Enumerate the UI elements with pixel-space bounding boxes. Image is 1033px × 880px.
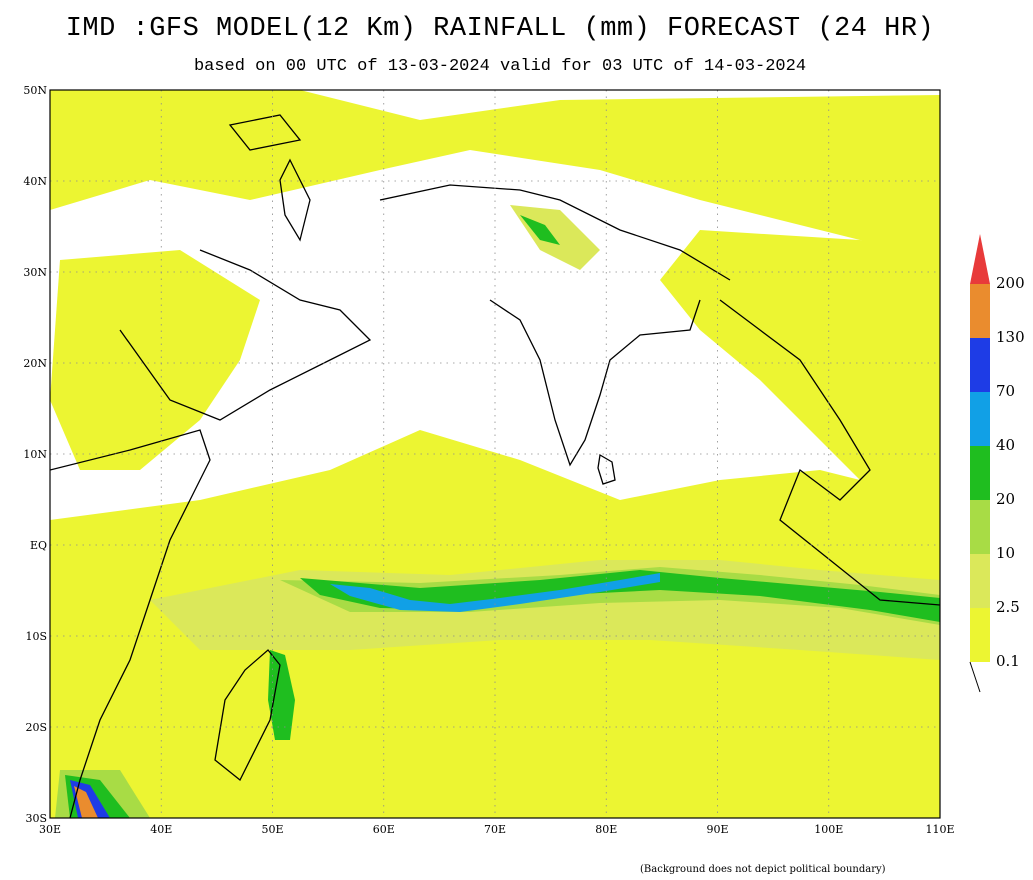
lon-tick-label: 100E	[814, 823, 843, 836]
lat-tick-label: 10S	[25, 630, 47, 643]
coast-north-border	[379, 184, 731, 281]
legend-label: 2.5	[996, 598, 1020, 616]
lon-tick-label: 80E	[595, 823, 617, 836]
legend-swatch	[970, 446, 990, 500]
rain-himalaya-20	[520, 215, 560, 245]
lon-tick-label: 60E	[373, 823, 395, 836]
lon-axis: 30E 40E 50E 60E 70E 80E 90E 100E 110E	[39, 823, 955, 836]
lat-tick-label: 50N	[23, 84, 47, 97]
legend-label: 10	[996, 544, 1016, 562]
rain-madagascar	[268, 650, 295, 740]
lon-tick-label: 70E	[484, 823, 506, 836]
coast-srilanka	[597, 453, 616, 485]
lat-tick-label: 40N	[23, 175, 47, 188]
lat-tick-label: 20S	[25, 721, 47, 734]
legend-label: 130	[996, 328, 1025, 346]
map-subtitle: based on 00 UTC of 13-03-2024 valid for …	[193, 57, 807, 76]
coast-seasia	[719, 299, 940, 606]
rain-region-east	[660, 230, 940, 520]
legend-swatch	[970, 608, 990, 662]
legend-swatch	[970, 500, 990, 554]
map-title: IMD :GFS MODEL(12 Km) RAINFALL (mm) FORE…	[65, 14, 935, 44]
legend-label: 70	[996, 382, 1016, 400]
lat-axis: 50N 40N 30N 20N 10N EQ 10S 20S 30S	[23, 84, 47, 825]
legend-label: 200	[996, 274, 1025, 292]
legend-swatch-max	[970, 234, 990, 284]
coast-africa	[50, 429, 211, 818]
legend-swatch	[970, 554, 990, 608]
rain-sw-130	[74, 786, 98, 818]
rain-region-north	[50, 90, 940, 260]
legend-label: 0.1	[996, 652, 1020, 670]
rain-region-arabia	[50, 250, 260, 470]
legend-swatch	[970, 392, 990, 446]
plot-frame	[49, 89, 941, 819]
legend-swatch	[970, 338, 990, 392]
coast-madagascar	[214, 649, 281, 782]
footer-note: (Background does not depict political bo…	[640, 864, 886, 875]
rainfall-field	[50, 90, 940, 818]
lon-tick-label: 30E	[39, 823, 61, 836]
lat-tick-label: 30N	[23, 266, 47, 279]
legend-label: 20	[996, 490, 1016, 508]
lat-tick-label: 30S	[25, 812, 47, 825]
lon-tick-label: 40E	[150, 823, 172, 836]
legend-label: 40	[996, 436, 1016, 454]
coast-caspian	[279, 158, 311, 242]
coast-arabia	[119, 249, 372, 421]
lon-tick-label: 50E	[261, 823, 283, 836]
coast-black-sea	[228, 114, 302, 151]
lat-tick-label: 10N	[23, 448, 47, 461]
lat-tick-label: EQ	[30, 539, 47, 552]
coastlines	[50, 114, 940, 818]
rain-himalaya	[510, 205, 600, 270]
lon-tick-label: 90E	[706, 823, 728, 836]
lat-tick-label: 20N	[23, 357, 47, 370]
coast-india	[489, 299, 701, 467]
rainfall-legend	[969, 234, 990, 693]
legend-tail	[969, 661, 981, 693]
graticule	[50, 90, 940, 818]
lon-tick-label: 110E	[925, 823, 954, 836]
rain-band-40	[330, 573, 660, 612]
legend-swatch	[970, 284, 990, 338]
